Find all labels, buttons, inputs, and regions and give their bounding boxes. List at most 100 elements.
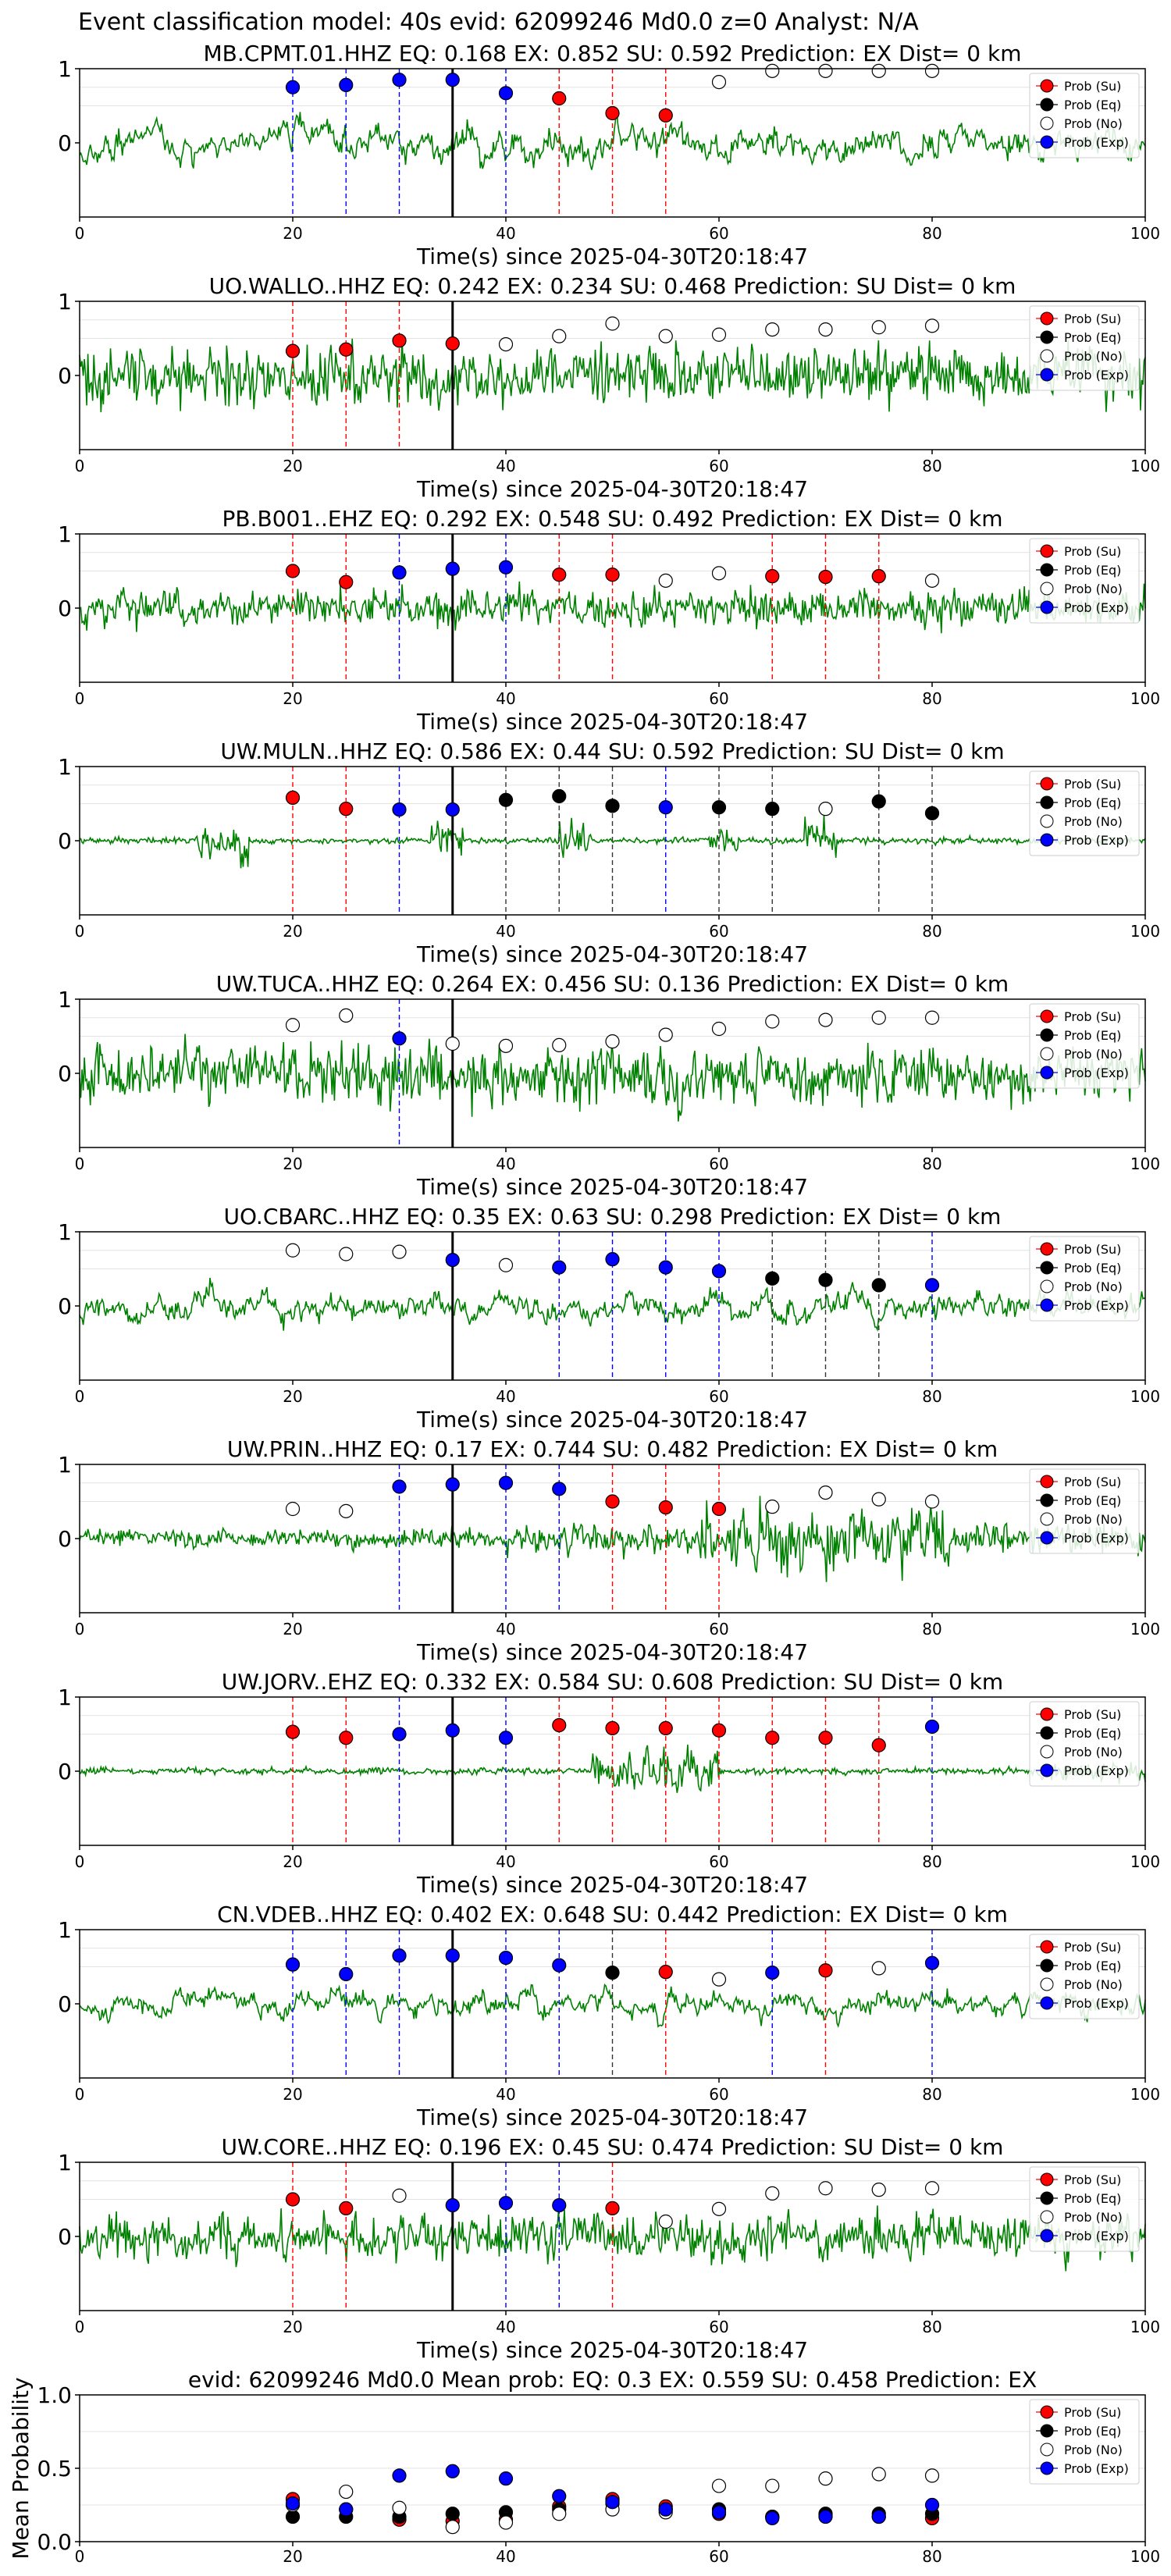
prob-marker [339, 1247, 354, 1261]
panel-legend-label-Eq: Prob (Eq) [1064, 795, 1121, 810]
station-panel: UO.WALLO..HHZ EQ: 0.242 EX: 0.234 SU: 0.… [58, 273, 1160, 502]
panel-title: PB.B001..EHZ EQ: 0.292 EX: 0.548 SU: 0.4… [222, 506, 1002, 532]
x-tick-label: 100 [1130, 2318, 1160, 2336]
panel-legend-label-Su: Prob (Su) [1064, 544, 1121, 559]
x-tick-label: 40 [496, 1387, 515, 1406]
x-axis-label: Time(s) since 2025-04-30T20:18:47 [416, 2105, 808, 2130]
prob-marker [445, 1036, 460, 1051]
x-tick-label: 60 [709, 457, 728, 475]
prob-marker [605, 799, 620, 813]
panel-legend-marker-Eq [1040, 563, 1054, 577]
mean-marker [924, 2468, 940, 2483]
panel-legend: Prob (Su) Prob (Eq) Prob (No) Prob (Exp) [1029, 73, 1140, 158]
prob-marker [339, 1503, 354, 1518]
mean-legend-marker-Su [1040, 2405, 1054, 2419]
panel-legend-label-Eq: Prob (Eq) [1064, 1959, 1121, 1973]
prob-marker [711, 1501, 727, 1517]
y-tick-label: 1 [58, 2150, 72, 2176]
panel-legend-label-No: Prob (No) [1064, 1977, 1123, 1992]
waveform-trace [79, 337, 1146, 413]
panel-legend-frame [1029, 770, 1140, 856]
panel-legend-label-Exp: Prob (Exp) [1064, 2229, 1129, 2243]
panel-legend-label-Eq: Prob (Eq) [1064, 98, 1121, 112]
panel-legend-marker-Exp [1040, 135, 1054, 149]
x-tick-label: 0 [75, 922, 85, 941]
y-tick-label: 1.0 [37, 2382, 72, 2408]
x-tick-label: 60 [709, 1620, 728, 1638]
mean-legend-marker-Exp [1040, 2461, 1054, 2475]
prob-marker [339, 2201, 354, 2215]
panel-legend-label-Su: Prob (Su) [1064, 1242, 1121, 1257]
prob-marker [924, 573, 940, 588]
prob-marker [445, 1723, 460, 1738]
prob-marker [658, 1500, 673, 1515]
mean-marker [871, 2509, 886, 2524]
panel-legend-label-No: Prob (No) [1064, 116, 1123, 131]
x-tick-label: 40 [496, 2547, 515, 2566]
prob-marker [552, 568, 567, 582]
y-tick-label: 1 [58, 1452, 72, 1478]
panel-legend-marker-Su [1040, 777, 1054, 791]
panel-legend-frame [1029, 538, 1140, 624]
prob-marker [605, 1494, 620, 1509]
x-tick-label: 60 [709, 2318, 728, 2336]
prob-marker [605, 1034, 620, 1049]
panel-legend-label-Eq: Prob (Eq) [1064, 1028, 1121, 1043]
mean-title: evid: 62099246 Md0.0 Mean prob: EQ: 0.3 … [188, 2367, 1037, 2393]
prob-marker [605, 316, 620, 331]
panel-legend-marker-Su [1040, 1009, 1054, 1023]
x-tick-label: 0 [75, 1155, 85, 1173]
station-panel: PB.B001..EHZ EQ: 0.292 EX: 0.548 SU: 0.4… [58, 506, 1160, 735]
panel-title: UW.CORE..HHZ EQ: 0.196 EX: 0.45 SU: 0.47… [222, 2134, 1004, 2160]
x-axis-label: Time(s) since 2025-04-30T20:18:47 [416, 1407, 808, 1432]
x-tick-label: 40 [496, 2318, 515, 2336]
prob-marker [285, 1501, 301, 1517]
prob-marker [871, 569, 886, 584]
panel-legend: Prob (Su) Prob (Eq) Prob (No) Prob (Exp) [1029, 1003, 1140, 1089]
mean-marker [605, 2495, 620, 2510]
panel-legend-marker-Exp [1040, 2229, 1054, 2243]
panel-legend: Prob (Su) Prob (Eq) Prob (No) Prob (Exp) [1029, 1934, 1140, 2019]
prob-marker [765, 802, 780, 817]
panel-legend-label-Eq: Prob (Eq) [1064, 2191, 1121, 2206]
panel-legend: Prob (Su) Prob (Eq) Prob (No) Prob (Exp) [1029, 538, 1140, 624]
mean-marker [498, 2515, 514, 2530]
x-tick-label: 80 [922, 1620, 941, 1638]
x-tick-label: 20 [283, 2547, 302, 2566]
x-tick-label: 20 [283, 224, 302, 243]
panel-legend-marker-No [1040, 2210, 1054, 2224]
panel-legend-marker-Eq [1040, 2191, 1054, 2205]
x-tick-label: 60 [709, 2085, 728, 2104]
x-tick-label: 100 [1130, 457, 1160, 475]
x-tick-label: 20 [283, 2318, 302, 2336]
prob-marker [605, 1252, 620, 1267]
prob-marker [818, 1272, 833, 1287]
panel-legend-label-Exp: Prob (Exp) [1064, 1531, 1129, 1546]
x-tick-label: 80 [922, 1155, 941, 1173]
prob-marker [285, 1724, 301, 1739]
prob-marker [711, 566, 727, 581]
prob-marker [871, 2183, 886, 2197]
prob-marker [339, 1008, 354, 1023]
x-tick-label: 0 [75, 224, 85, 243]
prob-marker [498, 1038, 514, 1053]
x-tick-label: 0 [75, 2085, 85, 2104]
x-tick-label: 80 [922, 2085, 941, 2104]
mean-legend-label-Su: Prob (Su) [1064, 2405, 1121, 2420]
prob-marker [605, 1966, 620, 1980]
x-axis-label: Time(s) since 2025-04-30T20:18:47 [416, 1639, 808, 1665]
mean-marker [339, 2484, 354, 2500]
x-tick-label: 40 [496, 689, 515, 708]
x-tick-label: 60 [709, 1155, 728, 1173]
station-panel: CN.VDEB..HHZ EQ: 0.402 EX: 0.648 SU: 0.4… [58, 1902, 1160, 2130]
prob-marker [392, 565, 407, 580]
prob-marker [818, 1963, 833, 1978]
x-tick-label: 0 [75, 2318, 85, 2336]
prob-marker [339, 575, 354, 589]
panel-legend-marker-Eq [1040, 795, 1054, 809]
prob-marker [924, 1955, 940, 1970]
y-tick-label: 1 [58, 56, 72, 82]
panel-title: MB.CPMT.01.HHZ EQ: 0.168 EX: 0.852 SU: 0… [204, 41, 1022, 66]
x-tick-label: 40 [496, 1852, 515, 1871]
